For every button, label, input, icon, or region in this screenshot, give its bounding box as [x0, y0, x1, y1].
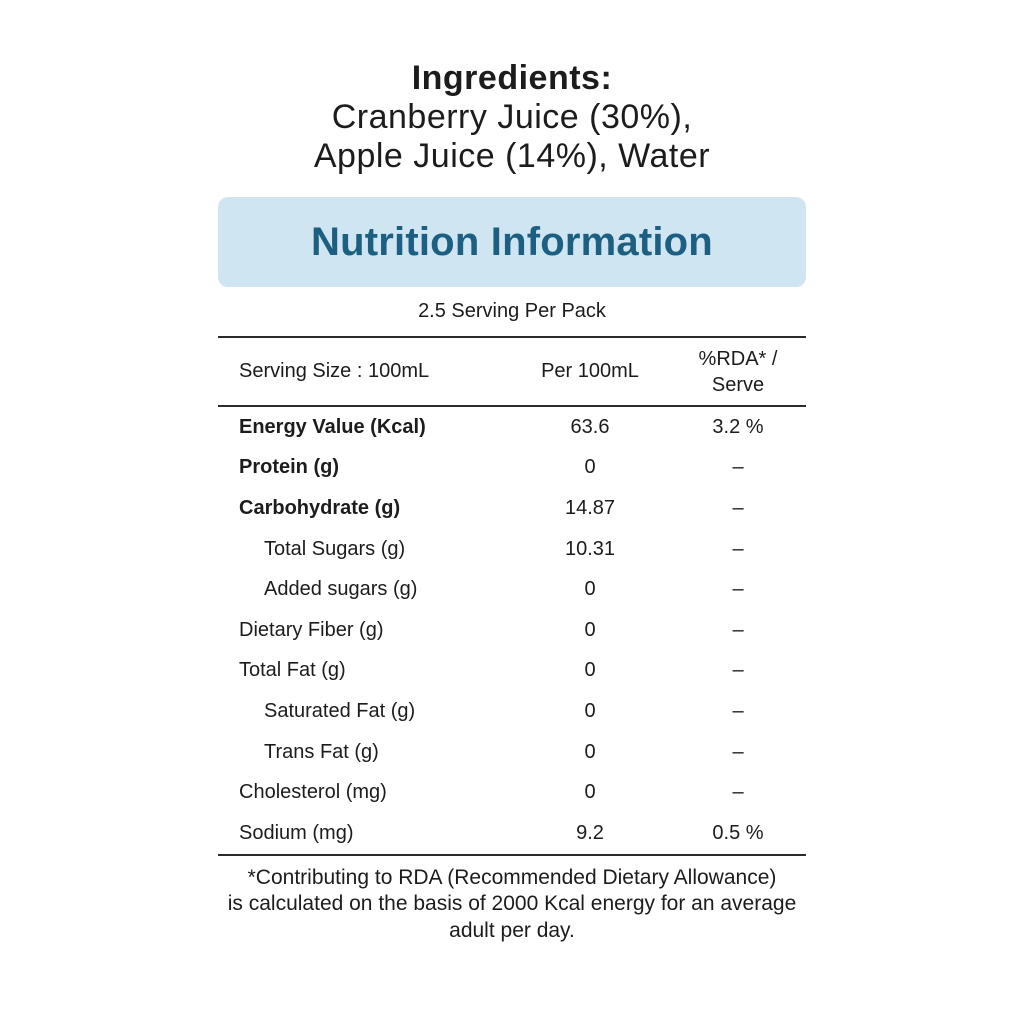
table-header-row: Serving Size : 100mL Per 100mL %RDA* / S… [218, 338, 806, 407]
header-rda-per-serve: %RDA* / Serve [698, 347, 778, 396]
table-row-dietary-fiber: Dietary Fiber (g) 0 – [218, 610, 806, 651]
ingredients-section: Ingredients: Cranberry Juice (30%), Appl… [0, 58, 1024, 176]
nutrient-name: Protein (g) [239, 456, 339, 479]
servings-per-pack: 2.5 Serving Per Pack [418, 300, 606, 322]
nutrient-value: 0 [584, 699, 596, 722]
table-row-saturated-fat: Saturated Fat (g) 0 – [218, 691, 806, 732]
nutrient-name: Trans Fat (g) [264, 740, 379, 763]
nutrition-table: Serving Size : 100mL Per 100mL %RDA* / S… [218, 336, 806, 856]
nutrient-value: 0 [584, 659, 596, 682]
nutrient-value: 14.87 [564, 496, 616, 519]
table-row-carbohydrate: Carbohydrate (g) 14.87 – [218, 488, 806, 529]
table-row-trans-fat: Trans Fat (g) 0 – [218, 732, 806, 773]
nutrient-name: Energy Value (Kcal) [239, 415, 426, 438]
nutrient-rda: – [732, 456, 744, 479]
rda-footnote-line-2: is calculated on the basis of 2000 Kcal … [227, 892, 797, 916]
header-serving-size: Serving Size : 100mL [239, 360, 430, 382]
table-row-added-sugars: Added sugars (g) 0 – [218, 569, 806, 610]
nutrient-rda: – [732, 781, 744, 804]
nutrient-rda: – [732, 699, 744, 722]
nutrient-value: 0 [584, 618, 596, 641]
table-row-sodium: Sodium (mg) 9.2 0.5 % [218, 813, 806, 854]
table-row-total-fat: Total Fat (g) 0 – [218, 651, 806, 692]
nutrient-value: 0 [584, 740, 596, 763]
nutrient-value: 10.31 [564, 537, 616, 560]
nutrient-value: 0 [584, 578, 596, 601]
table-row-total-sugars: Total Sugars (g) 10.31 – [218, 529, 806, 570]
rda-footnote-line-3: adult per day. [449, 918, 575, 942]
nutrition-information-title: Nutrition Information [311, 219, 713, 264]
nutrient-rda: – [732, 659, 744, 682]
nutrient-name: Cholesterol (mg) [239, 781, 387, 804]
nutrient-rda: – [732, 740, 744, 763]
ingredients-heading: Ingredients: [411, 59, 613, 97]
nutrient-rda: 0.5 % [712, 821, 764, 844]
nutrient-rda: – [732, 578, 744, 601]
nutrient-rda: – [732, 618, 744, 641]
nutrient-name: Total Fat (g) [239, 659, 346, 682]
rda-footnote-line-1: *Contributing to RDA (Recommended Dietar… [247, 865, 777, 889]
table-row-protein: Protein (g) 0 – [218, 448, 806, 489]
nutrient-rda: – [732, 537, 744, 560]
nutrient-name: Carbohydrate (g) [239, 496, 401, 519]
table-row-energy: Energy Value (Kcal) 63.6 3.2 % [218, 407, 806, 448]
nutrition-information-banner: Nutrition Information [218, 197, 806, 287]
rda-footnote: *Contributing to RDA (Recommended Dietar… [0, 865, 1024, 945]
nutrient-name: Sodium (mg) [239, 821, 354, 844]
nutrient-value: 63.6 [570, 415, 610, 438]
nutrient-rda: – [732, 496, 744, 519]
nutrient-value: 0 [584, 456, 596, 479]
nutrient-value: 9.2 [576, 821, 604, 844]
ingredients-line-2: Apple Juice (14%), Water [313, 137, 711, 175]
header-per-100ml: Per 100mL [541, 360, 639, 382]
nutrient-name: Saturated Fat (g) [264, 699, 416, 722]
nutrient-name: Dietary Fiber (g) [239, 618, 384, 641]
nutrient-rda: 3.2 % [712, 415, 764, 438]
nutrient-name: Total Sugars (g) [264, 537, 406, 560]
nutrient-name: Added sugars (g) [264, 578, 418, 601]
table-row-cholesterol: Cholesterol (mg) 0 – [218, 772, 806, 813]
ingredients-line-1: Cranberry Juice (30%), [331, 98, 693, 136]
nutrient-value: 0 [584, 781, 596, 804]
